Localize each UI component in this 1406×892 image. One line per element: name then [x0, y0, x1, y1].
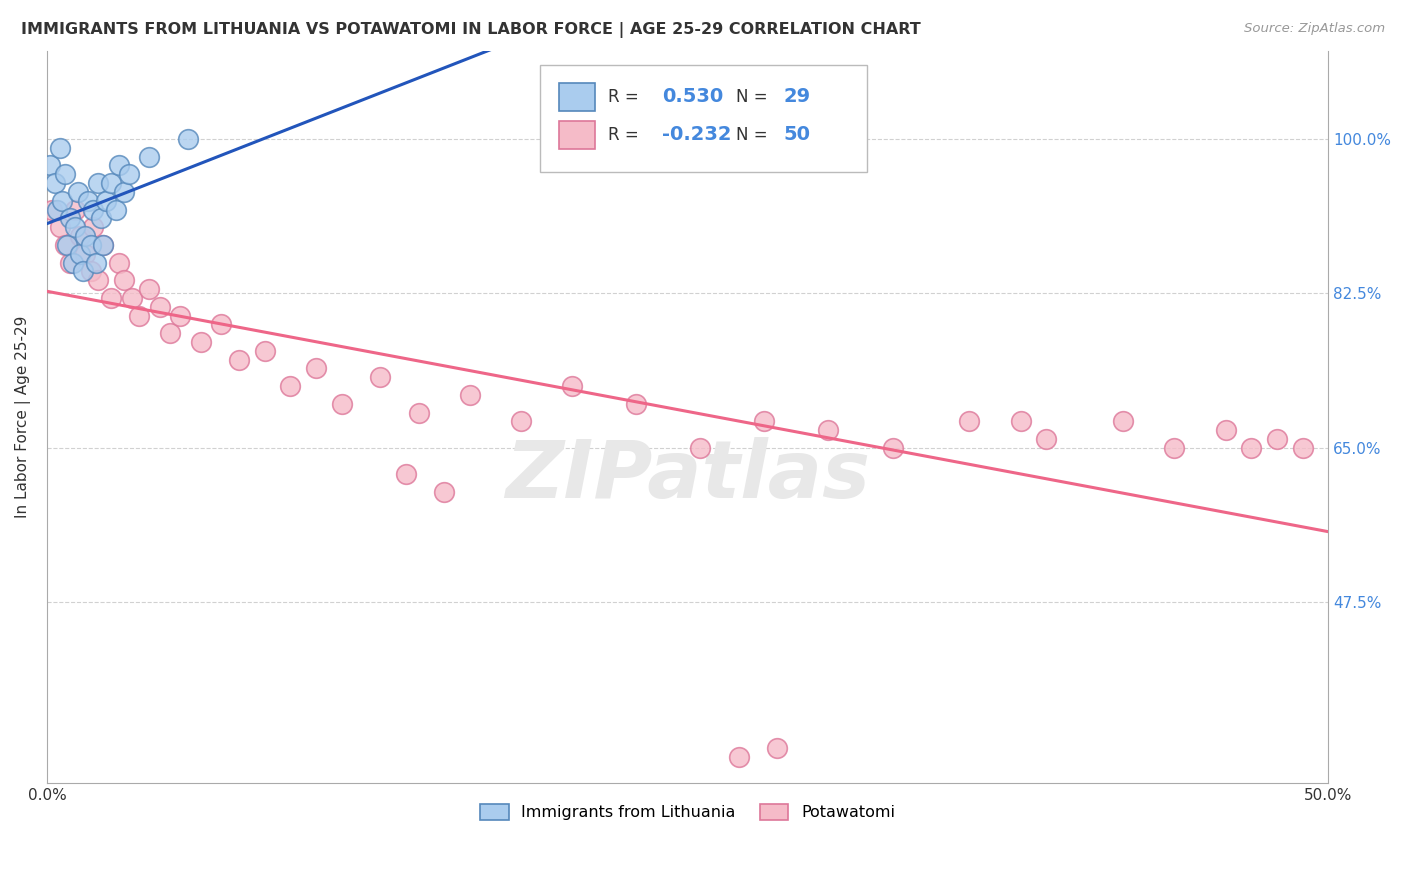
Bar: [560, 83, 595, 111]
Point: [209, 318, 232, 332]
Text: N =: N =: [737, 87, 773, 106]
Point: [100, 291, 122, 305]
Point: [305, 361, 328, 376]
Text: 0.530: 0.530: [662, 87, 723, 106]
Point: [817, 423, 839, 437]
Point: [368, 370, 391, 384]
Point: [957, 414, 980, 428]
Point: [87, 273, 110, 287]
Point: [93, 238, 115, 252]
Point: [87, 176, 110, 190]
Point: [561, 379, 583, 393]
Point: [754, 414, 776, 428]
Text: R =: R =: [609, 87, 644, 106]
Point: [79, 238, 101, 252]
Point: [253, 343, 276, 358]
Point: [169, 309, 191, 323]
Point: [63, 220, 86, 235]
Point: [1240, 441, 1263, 455]
Text: 29: 29: [783, 87, 811, 106]
Legend: Immigrants from Lithuania, Potawatomi: Immigrants from Lithuania, Potawatomi: [474, 797, 901, 827]
Point: [82, 202, 104, 217]
Point: [49, 141, 72, 155]
Point: [1215, 423, 1237, 437]
FancyBboxPatch shape: [540, 65, 868, 171]
Point: [94, 194, 117, 208]
Point: [118, 167, 141, 181]
Point: [1112, 414, 1135, 428]
Point: [689, 441, 711, 455]
Point: [53, 167, 76, 181]
Point: [107, 158, 129, 172]
Point: [84, 255, 107, 269]
Point: [330, 397, 353, 411]
Point: [82, 220, 104, 235]
Text: N =: N =: [737, 126, 773, 144]
Point: [190, 334, 212, 349]
Point: [138, 150, 160, 164]
Point: [458, 388, 481, 402]
Point: [77, 194, 100, 208]
Point: [93, 238, 115, 252]
Point: [1035, 432, 1057, 446]
Point: [1265, 432, 1288, 446]
Point: [626, 397, 648, 411]
Point: [766, 741, 789, 756]
Point: [280, 379, 302, 393]
Point: [408, 406, 430, 420]
Point: [727, 750, 749, 764]
Point: [228, 352, 250, 367]
Y-axis label: In Labor Force | Age 25-29: In Labor Force | Age 25-29: [15, 316, 31, 518]
Point: [112, 185, 135, 199]
Point: [121, 291, 143, 305]
Point: [69, 229, 91, 244]
Point: [510, 414, 533, 428]
Point: [112, 273, 135, 287]
Point: [433, 485, 456, 500]
Point: [105, 202, 128, 217]
Point: [56, 238, 79, 252]
Point: [159, 326, 181, 341]
Point: [38, 158, 60, 172]
Point: [53, 238, 76, 252]
Text: ZIPatlas: ZIPatlas: [505, 437, 870, 515]
Point: [75, 229, 97, 244]
Point: [149, 300, 172, 314]
Point: [66, 185, 89, 199]
Point: [62, 255, 84, 269]
Point: [59, 211, 82, 226]
Point: [41, 202, 63, 217]
Point: [46, 202, 69, 217]
Point: [1163, 441, 1185, 455]
Bar: [560, 121, 595, 149]
Point: [882, 441, 904, 455]
Point: [107, 255, 129, 269]
Point: [100, 176, 122, 190]
Point: [72, 264, 94, 278]
Point: [79, 264, 101, 278]
Text: 50: 50: [783, 126, 811, 145]
Point: [138, 282, 160, 296]
Point: [177, 132, 200, 146]
Point: [1010, 414, 1032, 428]
Point: [59, 255, 82, 269]
Point: [51, 194, 73, 208]
Point: [49, 220, 72, 235]
Point: [44, 176, 66, 190]
Text: IMMIGRANTS FROM LITHUANIA VS POTAWATOMI IN LABOR FORCE | AGE 25-29 CORRELATION C: IMMIGRANTS FROM LITHUANIA VS POTAWATOMI …: [21, 22, 921, 38]
Text: -0.232: -0.232: [662, 126, 731, 145]
Point: [128, 309, 150, 323]
Point: [1291, 441, 1313, 455]
Text: Source: ZipAtlas.com: Source: ZipAtlas.com: [1244, 22, 1385, 36]
Point: [395, 467, 418, 482]
Point: [90, 211, 112, 226]
Point: [63, 202, 86, 217]
Point: [69, 246, 91, 260]
Text: R =: R =: [609, 126, 644, 144]
Point: [75, 246, 97, 260]
